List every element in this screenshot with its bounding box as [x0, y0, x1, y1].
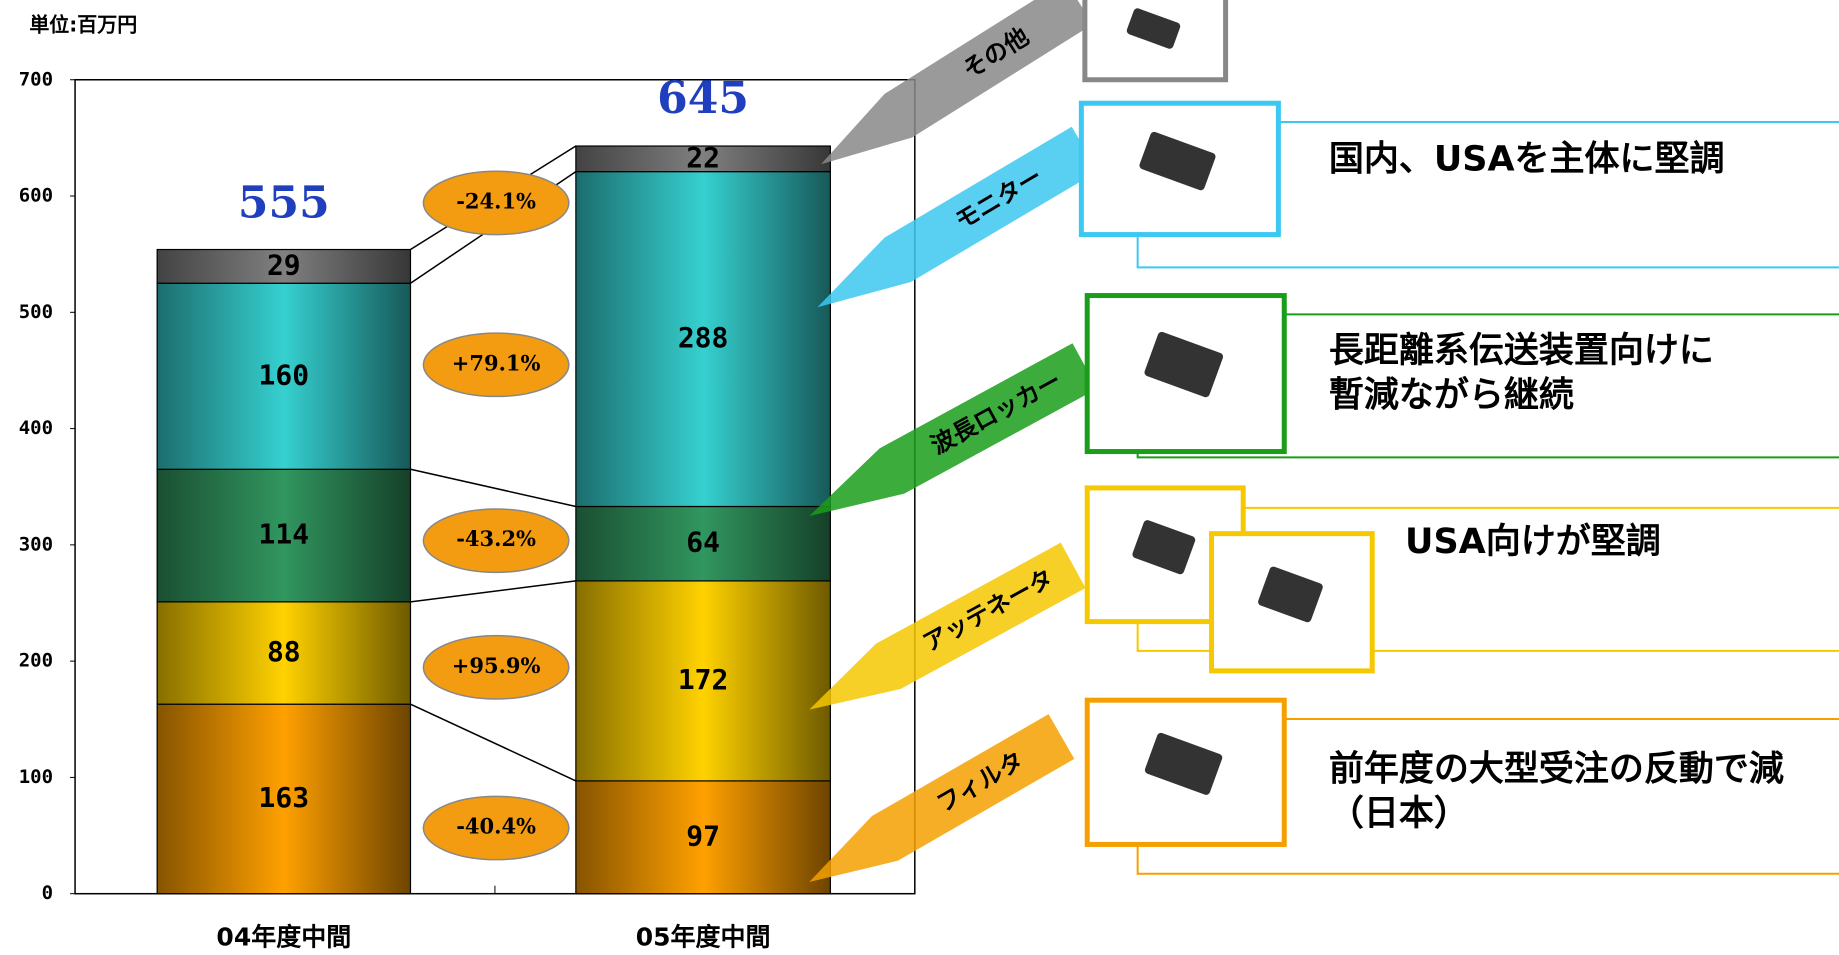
bar-segment	[575, 505, 831, 582]
callout-arrow	[809, 343, 1098, 517]
callout-arrow	[820, 0, 1093, 165]
y-tick-label: 300	[19, 533, 53, 555]
value-label: 160	[259, 358, 310, 391]
photo-product	[1144, 331, 1224, 398]
value-label: 288	[678, 321, 729, 354]
bar-segment	[156, 282, 412, 470]
note-text: 暫減ながら継続	[1329, 375, 1574, 415]
change-label: -40.4%	[456, 814, 536, 839]
y-tick-label: 200	[19, 650, 53, 672]
change-oval	[422, 634, 570, 700]
y-tick-label: 700	[19, 68, 53, 90]
change-oval	[422, 795, 570, 861]
y-tick-label: 600	[19, 185, 53, 207]
bar-segment	[156, 248, 412, 284]
bar-segment	[575, 145, 831, 173]
note-text: （日本）	[1329, 794, 1469, 834]
note-text: 国内、USAを主体に堅調	[1329, 140, 1725, 180]
bar-segment	[575, 580, 831, 782]
connector	[410, 703, 577, 782]
callout-arrow	[809, 714, 1075, 882]
value-label: 114	[259, 518, 310, 551]
bracket	[1136, 621, 1839, 652]
connector	[410, 580, 576, 603]
value-label: 163	[259, 781, 310, 814]
total-label: 555	[238, 178, 330, 229]
callout-arrow	[817, 126, 1099, 308]
connector	[410, 468, 577, 508]
value-label: 97	[686, 819, 720, 852]
photo-product	[1126, 8, 1181, 49]
photo-product	[1258, 566, 1323, 623]
bar-segment	[156, 468, 412, 603]
y-tick-label: 500	[19, 301, 53, 323]
value-label: 22	[686, 141, 720, 174]
value-label: 64	[686, 526, 720, 559]
bracket	[1136, 844, 1839, 875]
x-tick-label: 05年度中間	[636, 922, 771, 951]
change-oval	[422, 508, 570, 574]
change-label: -24.1%	[456, 188, 536, 213]
y-tick-label: 100	[19, 766, 53, 788]
bar-segment	[156, 703, 412, 895]
y-tick-label: 400	[19, 417, 53, 439]
note-text: USA向けが堅調	[1405, 522, 1661, 562]
value-label: 88	[267, 635, 301, 668]
unit-label: 単位:百万円	[29, 12, 137, 36]
note-text: 前年度の大型受注の反動で減	[1329, 750, 1784, 790]
bar-segment	[575, 780, 831, 895]
callout-arrow	[809, 542, 1086, 710]
photo-product	[1132, 520, 1196, 575]
y-tick-label: 0	[42, 882, 53, 904]
photo-product	[1139, 131, 1216, 191]
change-oval	[422, 332, 570, 398]
change-oval	[422, 170, 570, 236]
photo-product	[1144, 732, 1223, 795]
change-label: +79.1%	[452, 350, 541, 375]
bracket	[1136, 234, 1839, 269]
bar-segment	[575, 171, 831, 508]
change-label: -43.2%	[456, 526, 536, 551]
x-tick-label: 04年度中間	[216, 922, 351, 951]
total-label: 645	[657, 73, 749, 124]
note-text: 長距離系伝送装置向けに	[1329, 331, 1714, 371]
change-label: +95.9%	[452, 653, 541, 678]
value-label: 29	[267, 248, 301, 281]
value-label: 172	[678, 663, 729, 696]
